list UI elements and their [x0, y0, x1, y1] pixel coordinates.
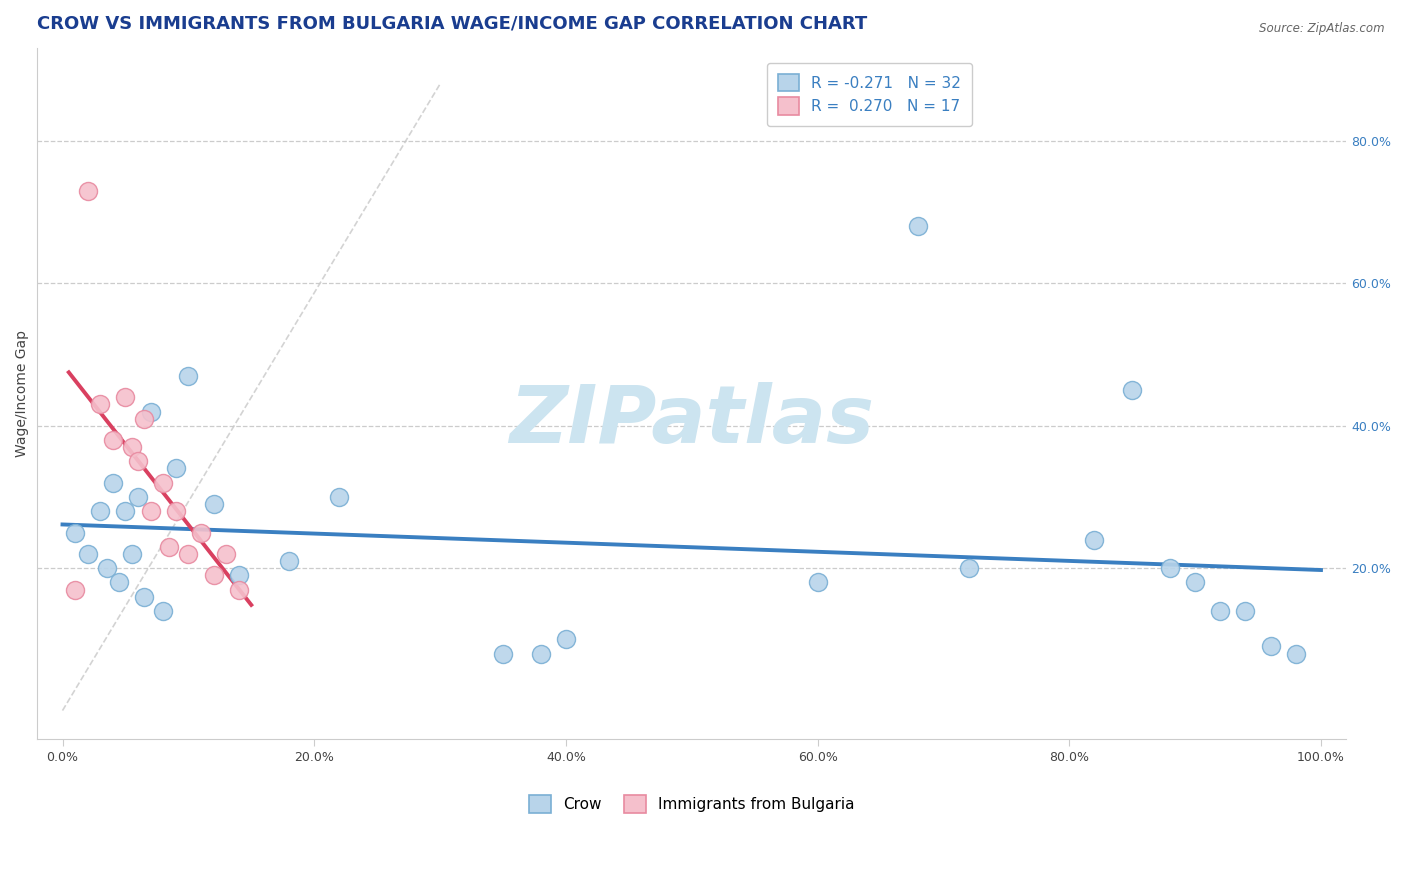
Point [328, 490, 350, 504]
Y-axis label: Wage/Income Gap: Wage/Income Gap [15, 330, 30, 458]
Point [190, 525, 212, 540]
Point [114, 390, 136, 404]
Point [165, 461, 187, 475]
Point [1083, 533, 1105, 547]
Point [228, 582, 250, 597]
Point [1234, 604, 1257, 618]
Point [165, 504, 187, 518]
Point [1184, 575, 1206, 590]
Point [177, 547, 200, 561]
Point [202, 497, 225, 511]
Point [159, 540, 181, 554]
Point [202, 568, 225, 582]
Point [63, 525, 86, 540]
Point [121, 547, 143, 561]
Point [108, 575, 131, 590]
Text: Source: ZipAtlas.com: Source: ZipAtlas.com [1260, 22, 1385, 36]
Point [1159, 561, 1181, 575]
Point [806, 575, 828, 590]
Point [114, 504, 136, 518]
Point [1285, 647, 1308, 661]
Legend: Crow, Immigrants from Bulgaria: Crow, Immigrants from Bulgaria [519, 785, 865, 823]
Point [76, 184, 98, 198]
Point [907, 219, 929, 234]
Point [121, 440, 143, 454]
Point [96, 561, 118, 575]
Point [177, 368, 200, 383]
Point [89, 504, 111, 518]
Point [134, 411, 156, 425]
Text: CROW VS IMMIGRANTS FROM BULGARIA WAGE/INCOME GAP CORRELATION CHART: CROW VS IMMIGRANTS FROM BULGARIA WAGE/IN… [38, 15, 868, 33]
Point [101, 475, 124, 490]
Point [134, 590, 156, 604]
Point [89, 397, 111, 411]
Point [554, 632, 576, 647]
Point [76, 547, 98, 561]
Point [957, 561, 980, 575]
Point [278, 554, 301, 568]
Point [139, 504, 162, 518]
Text: ZIPatlas: ZIPatlas [509, 383, 875, 460]
Point [1260, 640, 1282, 654]
Point [101, 433, 124, 447]
Point [1209, 604, 1232, 618]
Point [127, 490, 149, 504]
Point [152, 475, 174, 490]
Point [228, 568, 250, 582]
Point [1121, 383, 1143, 397]
Point [530, 647, 553, 661]
Point [127, 454, 149, 468]
Point [215, 547, 238, 561]
Point [139, 404, 162, 418]
Point [492, 647, 515, 661]
Point [63, 582, 86, 597]
Point [152, 604, 174, 618]
